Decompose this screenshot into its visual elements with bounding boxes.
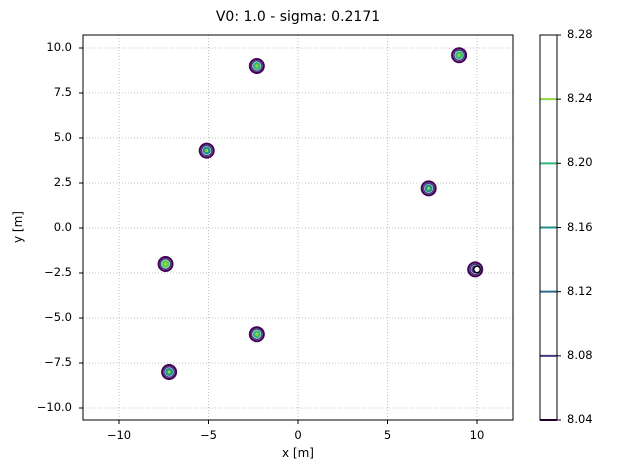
colorbar-tick-label: 8.04 (567, 412, 593, 426)
contour-ring (163, 366, 176, 378)
open-circle-marker (473, 265, 481, 274)
y-tick-label: 10.0 (46, 40, 72, 54)
contour-peak-center (255, 332, 259, 336)
contour-peak-center (255, 64, 259, 68)
y-tick-label: 0.0 (53, 220, 72, 234)
contour-ring-outer (157, 256, 174, 272)
colorbar-tick-label: 8.08 (567, 347, 593, 362)
contour-ring-outer (248, 326, 265, 343)
colorbar-tick-label: 8.12 (567, 283, 593, 298)
colorbar-tick-label: 8.16 (567, 219, 593, 234)
contour-ring (250, 328, 263, 341)
contour-ring (159, 258, 172, 270)
y-tick-label: −2.5 (44, 265, 72, 279)
x-tick-label: −10 (106, 428, 132, 442)
y-tick-label: 5.0 (53, 130, 72, 144)
x-axis-label: x [m] (282, 446, 314, 460)
contour-ring-outer (198, 142, 215, 159)
x-tick-label: −5 (200, 428, 217, 442)
contour-ring (250, 60, 263, 72)
x-tick-label: 5 (383, 428, 392, 442)
contour-ring (422, 182, 435, 195)
y-tick-label: −10.0 (36, 400, 72, 414)
contour-ring-outer (451, 47, 468, 64)
contour-peak-center (167, 370, 171, 374)
colorbar-tick-label: 8.28 (567, 27, 593, 41)
x-tick-label: 0 (294, 428, 302, 442)
contour-ring-outer (161, 364, 178, 380)
contour-ring (453, 49, 466, 62)
contour-ring-outer (248, 58, 265, 74)
chart-title: V0: 1.0 - sigma: 0.2171 (215, 9, 381, 25)
contour-ring-outer (420, 180, 437, 197)
contour-peak-center (205, 149, 209, 153)
y-tick-label: 7.5 (53, 85, 72, 99)
y-tick-label: −7.5 (44, 355, 72, 369)
colorbar-tick-label: 8.20 (567, 155, 593, 170)
contour-ring (200, 144, 213, 157)
contour-peak-center (163, 262, 168, 266)
y-tick-label: 2.5 (53, 175, 72, 189)
y-tick-label: −5.0 (44, 310, 72, 324)
x-tick-label: 10 (469, 428, 485, 442)
contour-peak-center (427, 186, 431, 190)
contour-peak-center (457, 53, 461, 57)
contour-ring-outer (467, 261, 484, 278)
colorbar-tick-label: 8.24 (567, 91, 593, 106)
